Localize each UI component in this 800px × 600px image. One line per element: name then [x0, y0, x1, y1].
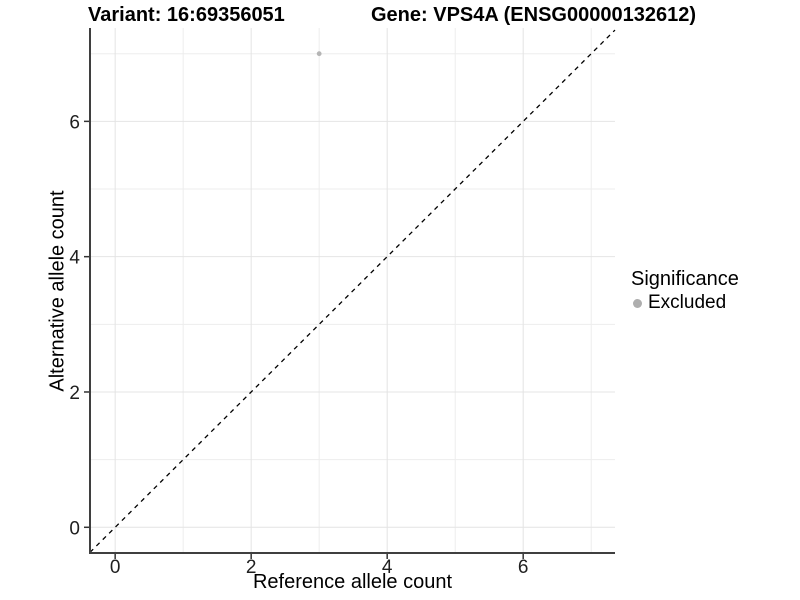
y-axis-label: Alternative allele count	[46, 190, 69, 392]
svg-text:4: 4	[382, 557, 393, 578]
svg-text:6: 6	[69, 112, 80, 133]
legend: Significance Excluded	[631, 268, 739, 314]
legend-item-excluded: Excluded	[631, 292, 739, 314]
svg-text:0: 0	[69, 518, 80, 539]
plot-title-gene: Gene: VPS4A (ENSG00000132612)	[371, 4, 696, 26]
plot-title-variant: Variant: 16:69356051	[88, 4, 285, 26]
excluded-point-icon	[633, 298, 642, 308]
svg-text:6: 6	[518, 557, 529, 578]
legend-title: Significance	[631, 268, 739, 290]
legend-item-label: Excluded	[648, 292, 727, 313]
svg-text:2: 2	[246, 557, 257, 578]
svg-text:0: 0	[110, 557, 121, 578]
x-axis-label: Reference allele count	[252, 571, 452, 593]
svg-text:4: 4	[69, 248, 80, 269]
svg-text:2: 2	[69, 383, 80, 404]
